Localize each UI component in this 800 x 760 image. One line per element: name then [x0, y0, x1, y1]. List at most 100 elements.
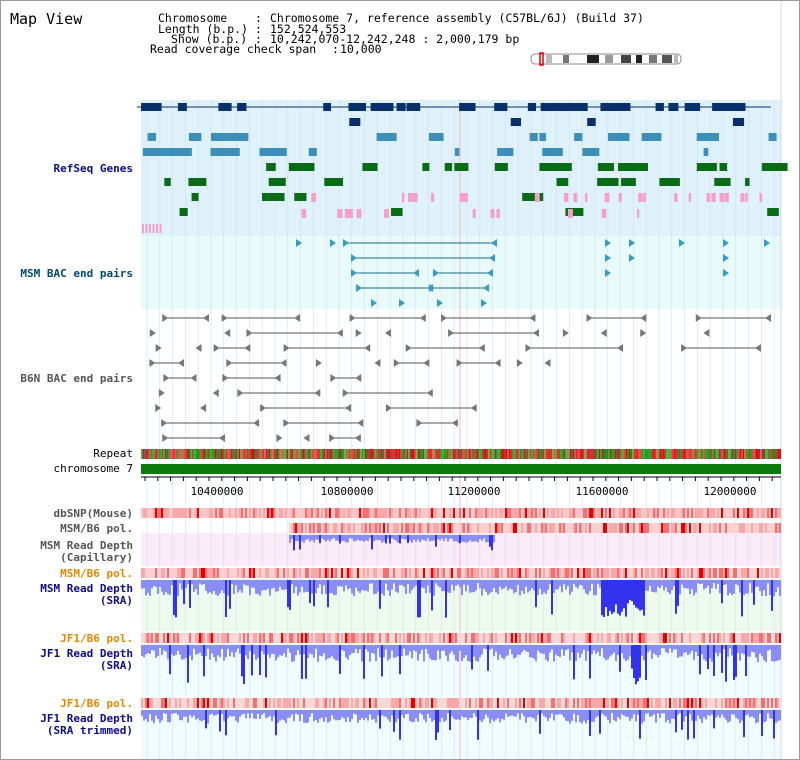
jf1-depth-trim-bar	[481, 710, 483, 723]
refseq-gene-feature	[188, 178, 207, 186]
dbsnp-density-cell	[741, 508, 743, 518]
msm-pol-density-cell	[309, 523, 311, 533]
msm-depth-sra-bar	[209, 580, 211, 593]
msm-pol-density-cell	[199, 568, 201, 578]
jf1-depth-trim-bar	[483, 710, 485, 720]
msm-depth-sra-bar	[507, 580, 509, 591]
dbsnp-density-cell	[697, 508, 699, 518]
refseq-gene-feature	[349, 118, 361, 126]
msm-depth-sra-bar	[535, 580, 537, 608]
msm-depth-sra-bar	[609, 580, 611, 611]
jf1-depth-trim-bar	[399, 710, 401, 740]
dbsnp-density-cell	[447, 508, 449, 518]
jf1-pol-density-cell	[471, 698, 473, 708]
dbsnp-density-cell	[423, 508, 425, 518]
jf1-pol-density-cell	[377, 633, 379, 643]
repeat-feature	[441, 449, 444, 459]
jf1-pol-density-cell	[391, 698, 393, 708]
repeat-feature	[438, 449, 441, 459]
msm-depth-sra-bar	[375, 580, 377, 594]
chromosome-sep: :	[255, 11, 262, 25]
dbsnp-density-cell	[629, 508, 631, 518]
jf1-depth-trim-bar	[147, 710, 149, 723]
repeat-feature	[465, 449, 468, 459]
dbsnp-density-cell	[433, 508, 435, 518]
repeat-feature	[206, 449, 209, 459]
refseq-gene-feature	[194, 193, 199, 201]
jf1-depth-trim-bar	[591, 710, 593, 722]
dbsnp-density-cell	[551, 508, 553, 518]
repeat-feature	[621, 449, 623, 459]
jf1-pol-density-cell	[265, 698, 267, 708]
msm-pol-density-cell	[615, 568, 617, 578]
msm-bac-end-marker	[679, 239, 685, 247]
jf1-pol-density-cell	[759, 698, 761, 708]
jf1-depth-trim-bar	[707, 710, 709, 716]
jf1-pol-density-cell	[415, 633, 417, 643]
repeat-feature	[190, 449, 193, 459]
msm-depth-sra-bar	[391, 580, 393, 590]
jf1-depth-sra-bar	[401, 645, 403, 657]
refseq-gene-feature	[259, 148, 281, 156]
msm-depth-sra-bar	[655, 580, 657, 593]
jf1-depth-trim-bar	[421, 710, 423, 715]
jf1-pol-density-cell	[365, 633, 367, 643]
msm-depth-sra-bar	[343, 580, 345, 592]
msm-depth-cap-bar	[367, 535, 369, 542]
msm-pol-density-cell	[479, 568, 481, 578]
jf1-depth-sra-bar	[421, 645, 423, 650]
b6n-bac-end-marker	[280, 359, 287, 367]
msm-pol-density-cell	[181, 568, 183, 578]
jf1-pol-density-cell	[567, 633, 569, 643]
msm-pol-density-cell	[493, 568, 495, 578]
repeat-feature	[525, 449, 527, 459]
dbsnp-density-cell	[229, 508, 231, 518]
b6n-bac-end-marker	[149, 359, 156, 367]
repeat-feature	[240, 449, 242, 459]
msm-depth-sra-bar	[361, 580, 363, 591]
repeat-feature	[449, 449, 452, 459]
msm-pol-density-cell	[341, 523, 343, 533]
dbsnp-density-cell	[187, 508, 189, 518]
repeat-feature	[533, 449, 535, 459]
repeat-feature	[557, 449, 559, 459]
jf1-pol-density-cell	[359, 698, 361, 708]
msm-pol-density-cell	[647, 523, 649, 533]
msm-pol-density-cell	[601, 568, 603, 578]
repeat-feature	[193, 449, 196, 459]
jf1-depth-trim-bar	[729, 710, 731, 722]
msm-pol-density-cell	[425, 568, 427, 578]
msm-pol-density-cell	[427, 523, 429, 533]
msm-depth-sra-bar	[253, 580, 255, 588]
jf1-depth-trim-bar	[539, 710, 541, 734]
jf1-pol-density-cell	[495, 698, 497, 708]
jf1-pol-density-cell	[257, 698, 259, 708]
jf1-pol-density-cell	[207, 698, 209, 708]
dbsnp-density-cell	[707, 508, 709, 518]
repeat-feature	[718, 449, 721, 459]
jf1-pol-density-cell	[381, 633, 383, 643]
b6n-bac-end-marker	[374, 359, 381, 367]
jf1-pol-density-cell	[397, 633, 399, 643]
jf1-depth-sra-bar	[631, 645, 633, 669]
dbsnp-density-cell	[367, 508, 369, 518]
jf1-depth-trim-bar	[453, 710, 455, 719]
refseq-noncoding-feature	[688, 193, 692, 202]
msm-pol-density-cell	[759, 523, 761, 533]
dbsnp-density-cell	[769, 508, 771, 518]
msm-pol-density-cell	[337, 523, 339, 533]
jf1-pol-density-cell	[479, 633, 481, 643]
msm-pol-density-cell	[465, 568, 467, 578]
msm-pol-density-cell	[775, 523, 777, 533]
dbsnp-density-cell	[485, 508, 487, 518]
msm-depth-sra-bar	[521, 580, 523, 591]
msm-depth-cap-bar	[455, 535, 457, 541]
repeat-feature	[339, 449, 341, 459]
jf1-pol-density-cell	[357, 698, 359, 708]
msm-depth-sra-bar	[505, 580, 507, 587]
jf1-depth-sra-bar	[645, 645, 647, 680]
repeat-feature	[457, 449, 460, 459]
jf1-pol-density-cell	[505, 633, 507, 643]
jf1-pol-density-cell	[673, 698, 675, 708]
